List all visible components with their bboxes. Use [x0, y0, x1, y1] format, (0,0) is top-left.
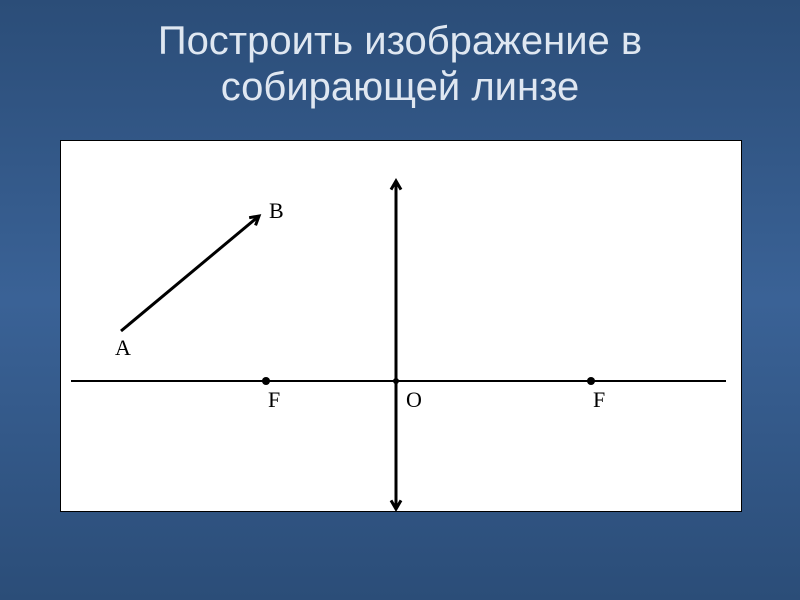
title-line-1: Построить изображение в: [158, 19, 642, 63]
diagram-container: F F O A B: [60, 140, 742, 512]
center-label: O: [406, 387, 422, 412]
focal-label-left: F: [268, 387, 280, 412]
focal-point-left: [262, 377, 270, 385]
focal-label-right: F: [593, 387, 605, 412]
optical-center-dot: [393, 378, 399, 384]
point-b-label: B: [269, 198, 284, 223]
object-ab-line: [121, 216, 259, 331]
optics-diagram: F F O A B: [61, 141, 741, 511]
point-a-label: A: [115, 335, 131, 360]
focal-point-right: [587, 377, 595, 385]
title-line-2: собирающей линзе: [221, 65, 580, 109]
slide-title: Построить изображение в собирающей линзе: [0, 18, 800, 110]
slide: Построить изображение в собирающей линзе…: [0, 0, 800, 600]
